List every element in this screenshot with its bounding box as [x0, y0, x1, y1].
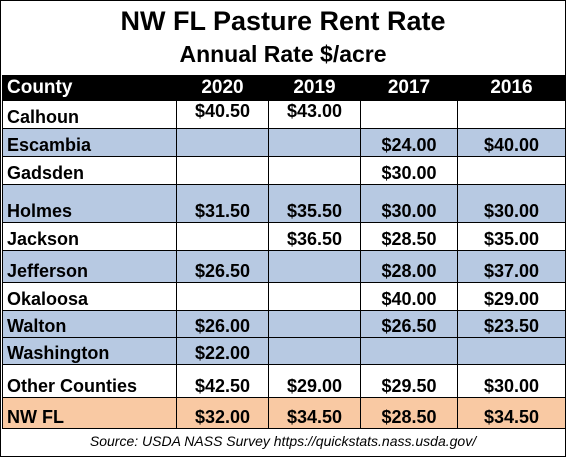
header-2017: 2017: [360, 75, 458, 101]
cell-2019: $35.50: [268, 184, 361, 223]
cell-2016: $23.50: [457, 310, 566, 338]
cell-county: Other Counties: [2, 364, 177, 398]
cell-2020: [176, 282, 269, 311]
cell-county: NW FL: [2, 397, 177, 429]
cell-county: Calhoun: [2, 100, 177, 129]
table-header-row: County 2020 2019 2017 2016: [2, 75, 566, 101]
cell-2017: $30.00: [360, 156, 458, 185]
cell-2016: $37.00: [457, 250, 566, 283]
source-note: Source: USDA NASS Survey https://quickst…: [89, 433, 477, 449]
table-row: Escambia $24.00 $40.00: [2, 128, 566, 157]
cell-2020: $32.00: [176, 397, 269, 429]
cell-2019: [268, 128, 361, 157]
cell-county: Escambia: [2, 128, 177, 157]
cell-2019: [268, 282, 361, 311]
table-row: Jefferson $26.50 $28.00 $37.00: [2, 250, 566, 283]
table-row: Jackson $36.50 $28.50 $35.00: [2, 222, 566, 251]
rent-rate-table: County 2020 2019 2017 2016 Calhoun $40.50…: [2, 75, 566, 429]
cell-2017: $29.50: [360, 364, 458, 398]
cell-2019: $43.00: [268, 100, 361, 129]
cell-2019: [268, 337, 361, 365]
table-row: Okaloosa $40.00 $29.00: [2, 282, 566, 311]
cell-2016: $34.50: [457, 397, 566, 429]
cell-2020: $40.50: [176, 100, 269, 129]
cell-2020: [176, 156, 269, 185]
cell-2020: [176, 222, 269, 251]
cell-2017: $28.00: [360, 250, 458, 283]
cell-2020: $31.50: [176, 184, 269, 223]
header-2016: 2016: [457, 75, 566, 101]
cell-2019: $29.00: [268, 364, 361, 398]
cell-2016: [457, 156, 566, 185]
cell-2019: $36.50: [268, 222, 361, 251]
cell-2019: [268, 310, 361, 338]
page-subtitle: Annual Rate $/acre: [179, 41, 387, 67]
cell-2017: $26.50: [360, 310, 458, 338]
cell-2016: $29.00: [457, 282, 566, 311]
cell-2016: $30.00: [457, 184, 566, 223]
cell-county: Holmes: [2, 184, 177, 223]
cell-2017: $24.00: [360, 128, 458, 157]
cell-2019: [268, 156, 361, 185]
cell-2016: [457, 100, 566, 129]
cell-county: Jefferson: [2, 250, 177, 283]
table-row: Other Counties $42.50 $29.00 $29.50 $30.00: [2, 364, 566, 398]
cell-county: Washington: [2, 337, 177, 365]
cell-2017: $28.50: [360, 222, 458, 251]
cell-2016: $30.00: [457, 364, 566, 398]
table-row: Washington $22.00: [2, 337, 566, 365]
cell-county: Jackson: [2, 222, 177, 251]
table-row: Walton $26.00 $26.50 $23.50: [2, 310, 566, 338]
table-row: Gadsden $30.00: [2, 156, 566, 185]
cell-2020: $22.00: [176, 337, 269, 365]
header-2020: 2020: [176, 75, 269, 101]
cell-county: Walton: [2, 310, 177, 338]
page-title: NW FL Pasture Rent Rate: [120, 6, 446, 36]
table-row: Holmes $31.50 $35.50 $30.00 $30.00: [2, 184, 566, 223]
cell-2017: $30.00: [360, 184, 458, 223]
cell-2020: $26.00: [176, 310, 269, 338]
cell-2019: $34.50: [268, 397, 361, 429]
cell-2017: [360, 100, 458, 129]
header-county: County: [2, 75, 177, 101]
header-2019: 2019: [268, 75, 361, 101]
table-row: Calhoun $40.50 $43.00: [2, 100, 566, 129]
cell-2017: [360, 337, 458, 365]
cell-2016: $40.00: [457, 128, 566, 157]
cell-2017: $28.50: [360, 397, 458, 429]
table-row: NW FL $32.00 $34.50 $28.50 $34.50: [2, 397, 566, 429]
cell-2020: $42.50: [176, 364, 269, 398]
cell-2016: $35.00: [457, 222, 566, 251]
cell-county: Okaloosa: [2, 282, 177, 311]
cell-2020: [176, 128, 269, 157]
cell-2020: $26.50: [176, 250, 269, 283]
cell-county: Gadsden: [2, 156, 177, 185]
cell-2017: $40.00: [360, 282, 458, 311]
cell-2016: [457, 337, 566, 365]
cell-2019: [268, 250, 361, 283]
